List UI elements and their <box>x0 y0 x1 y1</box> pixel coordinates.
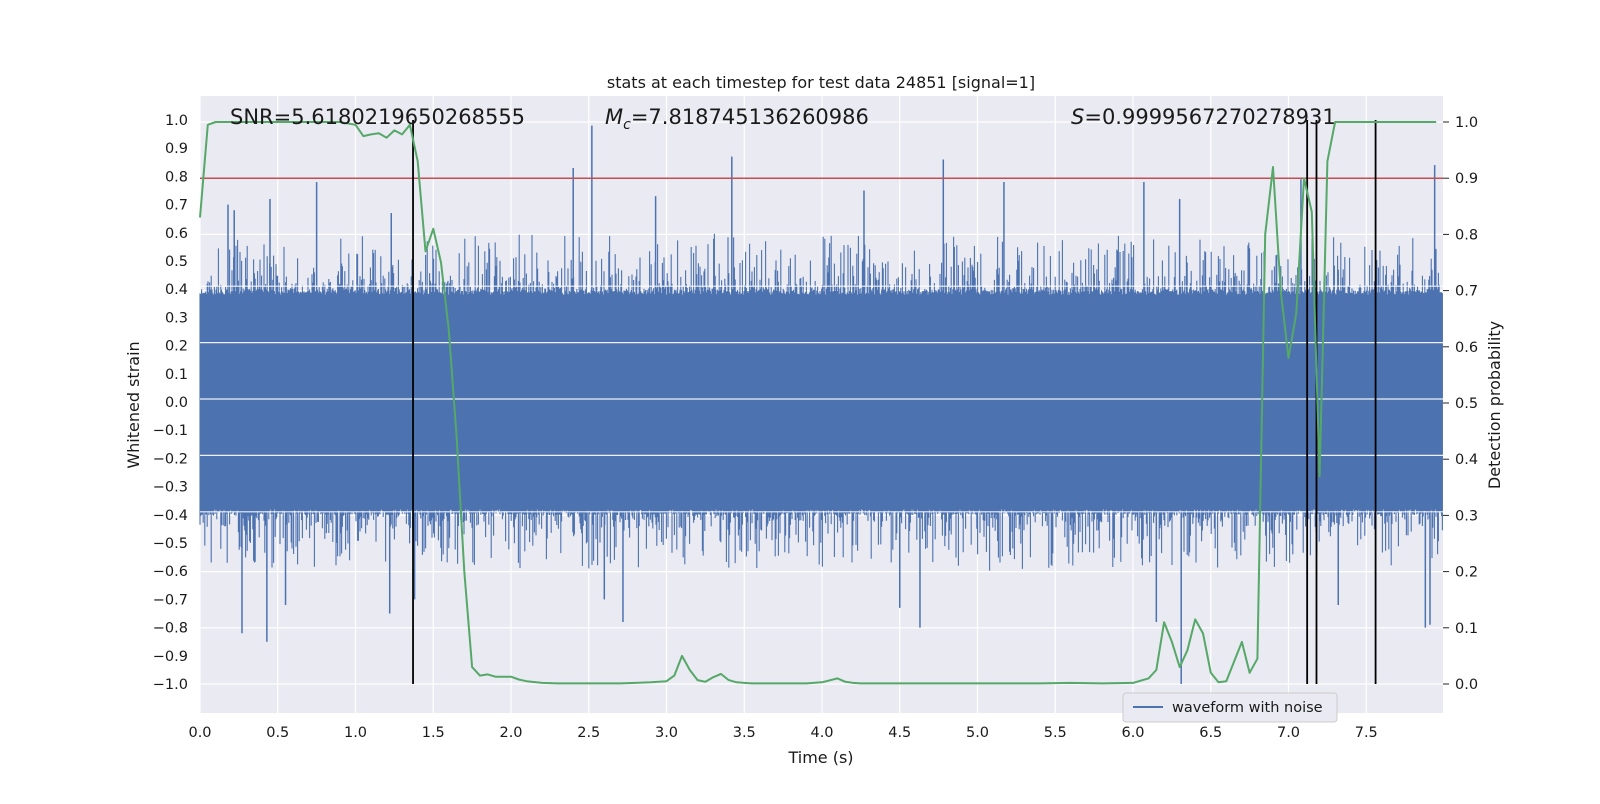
x-tick-label: 0.0 <box>188 725 211 741</box>
x-tick-label: 4.0 <box>810 725 833 741</box>
y2-tick-label: 0.4 <box>1455 452 1478 468</box>
x-tick-label: 5.0 <box>966 725 989 741</box>
y-tick-label: −0.9 <box>153 649 188 665</box>
y-tick-label: 0.3 <box>165 310 188 326</box>
x-tick-label: 2.5 <box>577 725 600 741</box>
y-tick-label: 0.6 <box>165 226 188 242</box>
y-tick-label: 0.4 <box>165 282 188 298</box>
y-tick-label: −1.0 <box>153 677 188 693</box>
x-tick-label: 1.0 <box>344 725 367 741</box>
x-tick-label: 6.0 <box>1121 725 1144 741</box>
x-tick-label: 7.0 <box>1277 725 1300 741</box>
y-tick-label: 0.2 <box>165 339 188 355</box>
x-tick-label: 3.5 <box>733 725 756 741</box>
legend-box <box>1122 692 1338 723</box>
x-tick-label: 5.5 <box>1044 725 1067 741</box>
score-annotation: S=0.9999567270278931 <box>1071 105 1336 129</box>
y-tick-label: −0.2 <box>153 451 188 467</box>
y2-tick-label: 1.0 <box>1455 115 1478 131</box>
y-tick-label: −0.8 <box>153 621 188 637</box>
y-tick-label: 0.9 <box>165 141 188 157</box>
waveform-series <box>199 125 1443 684</box>
y-tick-label: −0.1 <box>153 423 188 439</box>
y2-axis-label: Detection probability <box>1485 321 1504 489</box>
y-tick-label: 0.7 <box>165 198 188 214</box>
snr-annotation: SNR=5.6180219650268555 <box>230 105 525 129</box>
y2-tick-label: 0.2 <box>1455 565 1478 581</box>
x-tick-label: 4.5 <box>888 725 911 741</box>
y2-tick-label: 0.5 <box>1455 396 1478 412</box>
x-axis-label: Time (s) <box>787 748 853 767</box>
x-tick-label: 1.5 <box>422 725 445 741</box>
y-tick-label: 0.5 <box>165 254 188 270</box>
y2-tick-label: 0.1 <box>1455 621 1478 637</box>
chart-title: stats at each timestep for test data 248… <box>607 73 1035 92</box>
y2-tick-label: 0.7 <box>1455 284 1478 300</box>
y2-tick-label: 0.9 <box>1455 171 1478 187</box>
y-tick-label: −0.6 <box>153 564 188 580</box>
x-tick-label: 3.0 <box>655 725 678 741</box>
legend: waveform with noise <box>1122 692 1338 723</box>
y-tick-label: −0.5 <box>153 536 188 552</box>
y2-tick-label: 0.6 <box>1455 340 1478 356</box>
y2-tick-label: 0.3 <box>1455 508 1478 524</box>
y-axis-label: Whitened strain <box>124 341 143 468</box>
y-tick-label: 0.1 <box>165 367 188 383</box>
y-tick-label: −0.7 <box>153 592 188 608</box>
x-tick-label: 7.5 <box>1355 725 1378 741</box>
y-tick-label: 0.0 <box>165 395 188 411</box>
detection-probability-line <box>199 121 1437 685</box>
legend-label-waveform: waveform with noise <box>1172 700 1323 716</box>
y-tick-label: 0.8 <box>165 169 188 185</box>
y-tick-label: 1.0 <box>165 113 188 129</box>
x-tick-label: 0.5 <box>266 725 289 741</box>
y2-tick-label: 0.0 <box>1455 677 1478 693</box>
y-tick-label: −0.3 <box>153 480 188 496</box>
y2-tick-label: 0.8 <box>1455 227 1478 243</box>
x-tick-label: 6.5 <box>1199 725 1222 741</box>
y-tick-label: −0.4 <box>153 508 188 524</box>
chirp-mass-annotation: Mc=7.818745136260986 <box>605 105 869 133</box>
x-tick-label: 2.0 <box>499 725 522 741</box>
overlay <box>199 120 1443 685</box>
